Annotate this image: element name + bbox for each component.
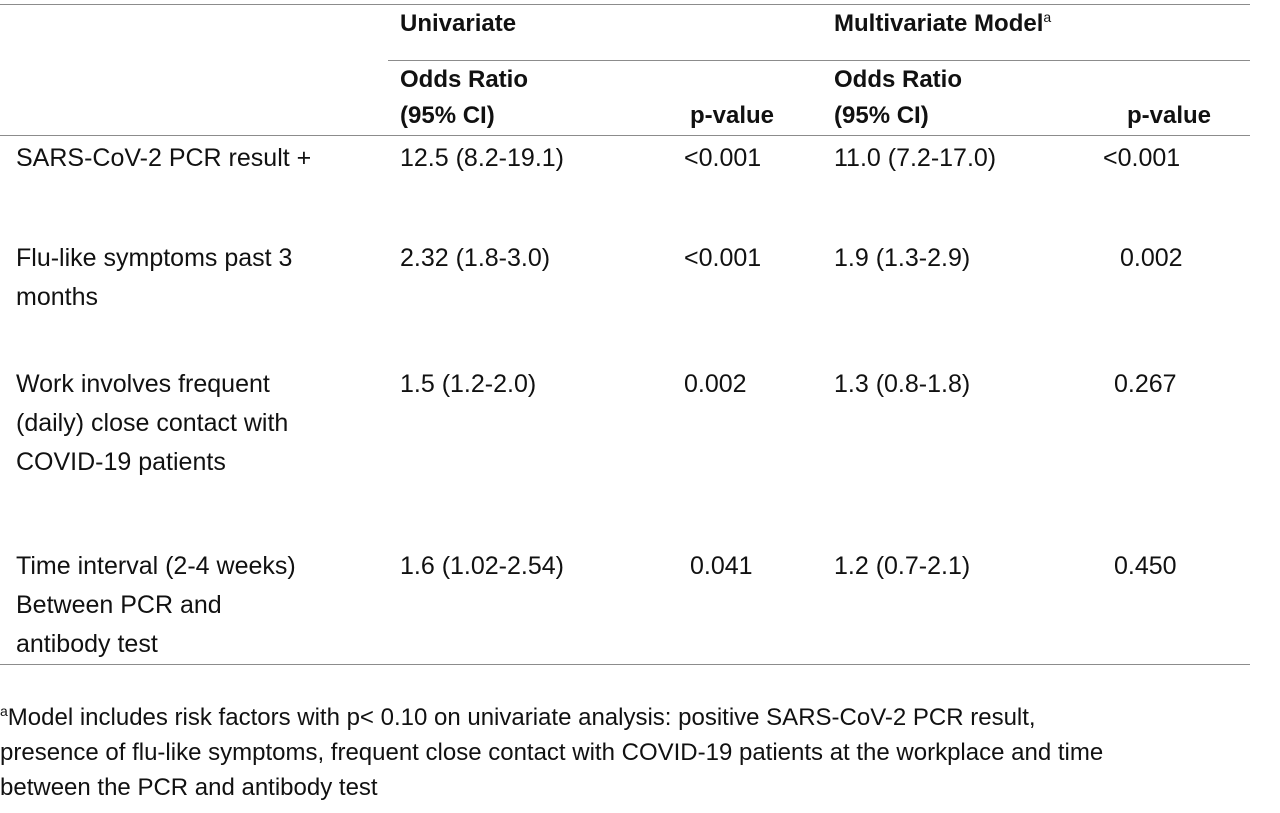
row-multi-or: 1.9 (1.3-2.9) [834, 244, 971, 272]
footnote-line: between the PCR and antibody test [0, 774, 378, 801]
footnote-line: aModel includes risk factors with p< 0.1… [0, 700, 1280, 735]
row-label: SARS-CoV-2 PCR result + [16, 144, 312, 172]
row-multi-p: 0.450 [1114, 552, 1177, 580]
subheader-uni-p: p-value [690, 102, 775, 129]
row-label: antibody test [16, 630, 158, 658]
row-uni-or: 2.32 (1.8-3.0) [400, 244, 551, 272]
row-multi-or: 1.2 (0.7-2.1) [834, 552, 971, 580]
table-footnote: aModel includes risk factors with p< 0.1… [0, 700, 1280, 805]
row-multi-p: 0.267 [1114, 370, 1177, 398]
row-label: (daily) close contact with [16, 409, 289, 437]
row-label: Between PCR and [16, 591, 222, 619]
row-uni-or: 1.6 (1.02-2.54) [400, 552, 564, 580]
row-uni-p: <0.001 [684, 144, 762, 172]
subheader-uni-or-line1: Odds Ratio [400, 66, 529, 93]
footnote-mark: a [0, 703, 8, 719]
subheader-uni-or-line2: (95% CI) [400, 102, 495, 129]
row-multi-p: <0.001 [1103, 144, 1181, 172]
table-top-rule [0, 4, 1250, 5]
row-label: Flu-like symptoms past 3 [16, 244, 293, 272]
table-bottom-rule [0, 664, 1250, 665]
row-uni-or: 1.5 (1.2-2.0) [400, 370, 537, 398]
group-header-multivariate: Multivariate Modela [834, 6, 1051, 42]
row-label: Time interval (2-4 weeks) [16, 552, 296, 580]
row-label: COVID-19 patients [16, 448, 226, 476]
row-label: Work involves frequent [16, 370, 270, 398]
header-divider-rule [388, 60, 1250, 61]
row-label: months [16, 283, 98, 311]
row-multi-or: 1.3 (0.8-1.8) [834, 370, 971, 398]
row-uni-or: 12.5 (8.2-19.1) [400, 144, 564, 172]
footnote-text: Model includes risk factors with p< 0.10… [7, 704, 1036, 731]
row-uni-p: 0.002 [684, 370, 747, 398]
footnote-line: presence of flu-like symptoms, frequent … [0, 739, 1104, 766]
group-header-univariate: Univariate [400, 10, 517, 37]
row-multi-or: 11.0 (7.2-17.0) [834, 144, 997, 172]
footnote-marker: a [1043, 9, 1052, 25]
row-uni-p: <0.001 [684, 244, 762, 272]
row-multi-p: 0.002 [1120, 244, 1183, 272]
subheader-multi-or-line2: (95% CI) [834, 102, 929, 129]
subheader-multi-p: p-value [1127, 102, 1212, 129]
group-header-multivariate-text: Multivariate Model [834, 10, 1044, 37]
header-bottom-rule [0, 135, 1250, 136]
row-uni-p: 0.041 [690, 552, 753, 580]
subheader-multi-or-line1: Odds Ratio [834, 66, 963, 93]
